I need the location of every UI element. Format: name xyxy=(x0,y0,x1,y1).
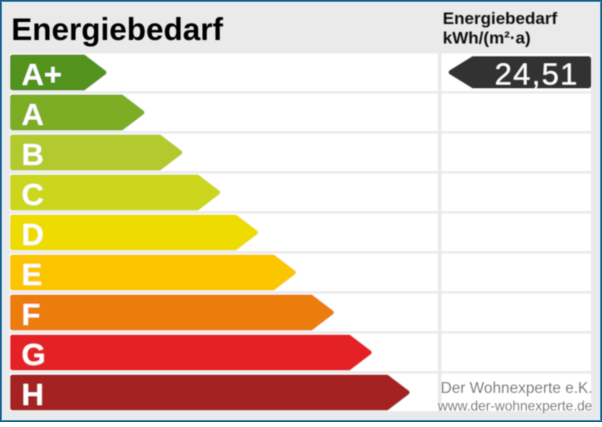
svg-text:C: C xyxy=(22,177,44,212)
svg-text:Energiebedarf: Energiebedarf xyxy=(11,11,223,47)
svg-text:A+: A+ xyxy=(22,57,63,92)
svg-text:Der Wohnexperte e.K.: Der Wohnexperte e.K. xyxy=(441,380,593,397)
svg-text:www.der-wohnexperte.de: www.der-wohnexperte.de xyxy=(437,398,592,413)
svg-text:Energiebedarf: Energiebedarf xyxy=(443,9,558,28)
svg-text:F: F xyxy=(22,297,41,332)
svg-text:E: E xyxy=(22,257,43,292)
svg-text:kWh/(m²·a): kWh/(m²·a) xyxy=(443,29,531,48)
svg-text:D: D xyxy=(22,217,44,252)
svg-text:24,51: 24,51 xyxy=(495,56,579,91)
svg-text:H: H xyxy=(22,377,44,412)
svg-text:G: G xyxy=(22,337,46,372)
svg-text:Der Wohnexperte e.K.: Der Wohnexperte e.K. xyxy=(440,380,592,397)
svg-text:A: A xyxy=(22,97,44,132)
svg-text:www.der-wohnexperte.de: www.der-wohnexperte.de xyxy=(438,399,593,414)
svg-text:Der Wohnexperte e.K.: Der Wohnexperte e.K. xyxy=(441,381,593,398)
svg-text:www.der-wohnexperte.de: www.der-wohnexperte.de xyxy=(436,398,591,413)
svg-text:B: B xyxy=(22,137,44,172)
